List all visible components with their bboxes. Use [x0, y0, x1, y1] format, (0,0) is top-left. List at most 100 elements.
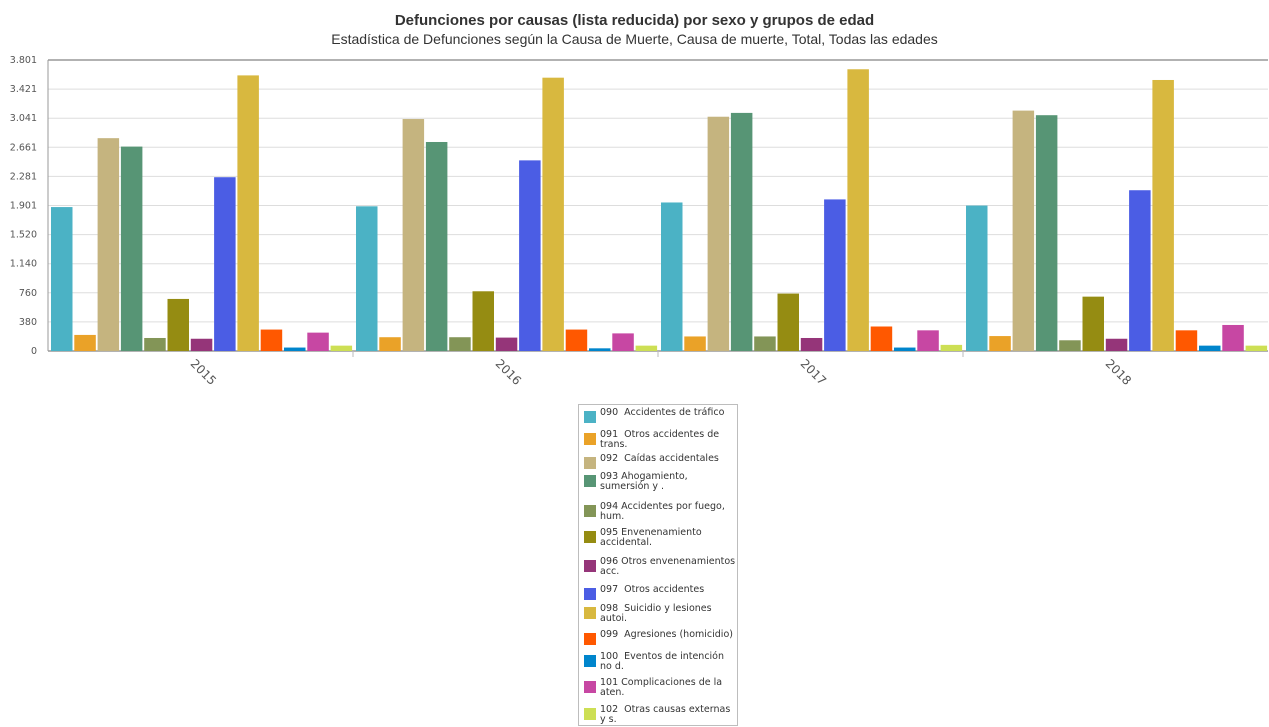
legend-label: 092 Caídas accidentales — [600, 453, 719, 464]
bar-2016-4 — [449, 337, 471, 351]
legend-swatch — [584, 433, 596, 445]
bar-2018-7 — [1129, 190, 1151, 351]
bar-2018-11 — [1222, 324, 1244, 351]
bar-2016-12 — [635, 345, 658, 351]
bar-2017-1 — [684, 336, 706, 351]
bar-2018-5 — [1082, 296, 1104, 351]
x-tick-label: 2017 — [798, 356, 829, 387]
bar-2017-11 — [917, 330, 939, 351]
y-tick-label: 1.520 — [10, 230, 37, 241]
chart-legend: 090 Accidentes de tráfico 091 Otros accid… — [578, 404, 738, 726]
legend-swatch — [584, 411, 596, 423]
legend-item[interactable]: 096 Otros envenenamientos acc. — [584, 557, 736, 577]
bar-2015-10 — [284, 347, 306, 351]
legend-swatch — [584, 681, 596, 693]
legend-label: 100 Eventos de intención no d. — [600, 651, 728, 672]
bar-2016-10 — [589, 348, 611, 351]
y-tick-label: 3.421 — [10, 84, 37, 95]
y-tick-label: 2.281 — [10, 171, 37, 182]
bar-2016-9 — [565, 329, 588, 351]
legend-label: 090 Accidentes de tráfico — [600, 407, 725, 418]
bar-2018-6 — [1105, 338, 1128, 351]
legend-swatch — [584, 607, 596, 619]
legend-swatch — [584, 633, 596, 645]
legend-label: 095 Envenenamiento accidental. — [600, 527, 705, 548]
legend-item[interactable]: 097 Otros accidentes — [584, 585, 736, 600]
legend-label: 097 Otros accidentes — [600, 584, 705, 595]
bar-2016-11 — [612, 333, 634, 351]
legend-item[interactable]: 094 Accidentes por fuego, hum. — [584, 502, 736, 522]
y-tick-label: 760 — [19, 288, 37, 299]
legend-item[interactable]: 099 Agresiones (homicidio) — [584, 630, 736, 645]
bar-2018-0 — [966, 205, 988, 351]
legend-label: 098 Suicidio y lesiones autoi. — [600, 603, 715, 624]
bar-2017-3 — [730, 112, 753, 351]
legend-swatch — [584, 475, 596, 487]
bar-2017-7 — [824, 199, 846, 351]
legend-label: 091 Otros accidentes de trans. — [600, 429, 723, 450]
legend-item[interactable]: 090 Accidentes de tráfico — [584, 408, 736, 423]
bar-2018-4 — [1059, 340, 1081, 351]
legend-swatch — [584, 708, 596, 720]
x-tick-label: 2016 — [493, 356, 524, 387]
bar-chart: 0 380 760 1.140 1.520 1.901 2.281 2.661 3.041 3.4… — [10, 55, 1268, 388]
bar-2016-8 — [542, 77, 564, 351]
bar-2015-0 — [51, 207, 73, 351]
bar-2015-5 — [167, 298, 189, 351]
legend-item[interactable]: 102 Otras causas externas y s. — [584, 705, 736, 725]
legend-item[interactable]: 091 Otros accidentes de trans. — [584, 430, 736, 450]
bar-2018-1 — [989, 336, 1011, 351]
bar-2016-1 — [379, 337, 401, 351]
y-tick-label: 1.901 — [10, 201, 37, 212]
y-tick-label: 3.041 — [10, 113, 37, 124]
legend-swatch — [584, 560, 596, 572]
legend-label: 101 Complicaciones de la aten. — [600, 677, 726, 698]
bar-2017-5 — [777, 293, 799, 351]
bar-2015-8 — [237, 75, 259, 352]
legend-swatch — [584, 531, 596, 543]
bar-2017-0 — [661, 202, 683, 351]
x-tick-label: 2015 — [188, 356, 219, 387]
legend-item[interactable]: 101 Complicaciones de la aten. — [584, 678, 736, 698]
legend-item[interactable]: 098 Suicidio y lesiones autoi. — [584, 604, 736, 624]
legend-item[interactable]: 100 Eventos de intención no d. — [584, 652, 736, 672]
y-tick-label: 1.140 — [10, 259, 37, 270]
bar-2015-2 — [97, 138, 120, 351]
legend-swatch — [584, 505, 596, 517]
bar-2017-12 — [940, 344, 963, 351]
bar-2018-10 — [1199, 345, 1221, 351]
bar-2015-3 — [120, 146, 143, 351]
legend-label: 096 Otros envenenamientos acc. — [600, 556, 739, 577]
bar-2015-12 — [330, 345, 353, 351]
bar-2017-6 — [800, 337, 823, 351]
bar-2016-6 — [495, 337, 518, 351]
legend-label: 099 Agresiones (homicidio) — [600, 629, 733, 640]
bar-2018-9 — [1175, 330, 1198, 351]
x-tick-label: 2018 — [1103, 356, 1134, 387]
bar-2015-9 — [260, 329, 283, 351]
y-tick-label: 2.661 — [10, 142, 37, 153]
chart-subtitle: Estadística de Defunciones según la Caus… — [331, 31, 938, 47]
bar-2017-2 — [707, 116, 730, 351]
bar-2016-2 — [402, 119, 425, 352]
y-tick-label: 380 — [19, 317, 37, 328]
bar-2015-11 — [307, 332, 329, 351]
bar-2017-10 — [894, 347, 916, 351]
legend-label: 093 Ahogamiento, sumersión y . — [600, 471, 691, 492]
bar-2015-6 — [190, 338, 213, 351]
legend-swatch — [584, 457, 596, 469]
bar-2018-8 — [1152, 79, 1174, 352]
bar-2016-5 — [472, 291, 494, 351]
bar-2016-7 — [519, 160, 541, 351]
legend-label: 094 Accidentes por fuego, hum. — [600, 501, 728, 522]
legend-item[interactable]: 095 Envenenamiento accidental. — [584, 528, 736, 548]
chart-title: Defunciones por causas (lista reducida) … — [394, 12, 875, 29]
bar-2015-4 — [144, 337, 166, 351]
legend-item[interactable]: 092 Caídas accidentales — [584, 454, 736, 469]
bar-2016-0 — [356, 206, 378, 351]
legend-swatch — [584, 588, 596, 600]
bar-2017-8 — [847, 69, 869, 352]
bar-2018-12 — [1245, 345, 1268, 351]
bar-2017-4 — [754, 336, 776, 351]
legend-item[interactable]: 093 Ahogamiento, sumersión y . — [584, 472, 736, 492]
